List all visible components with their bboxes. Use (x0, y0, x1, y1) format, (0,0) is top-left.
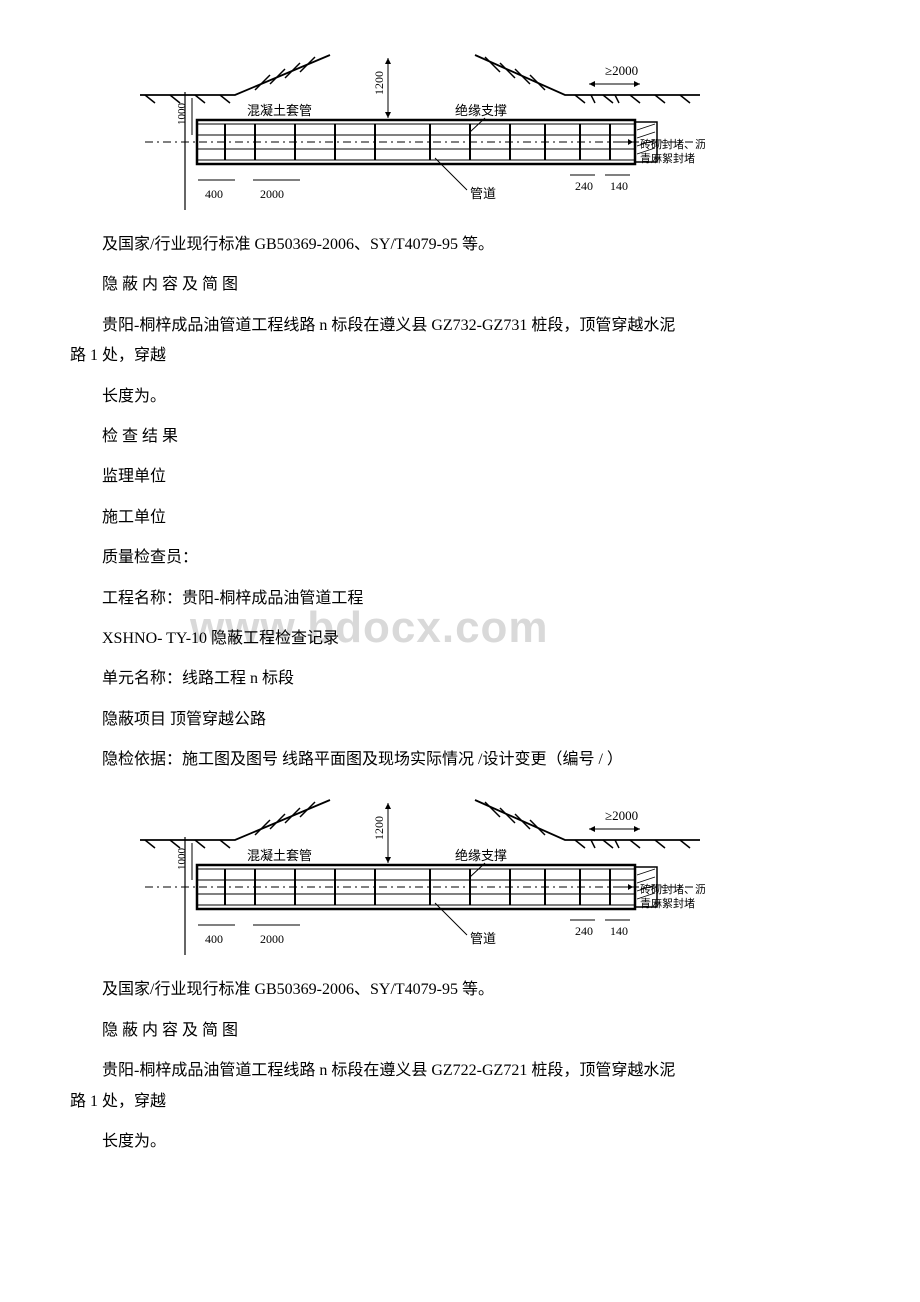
label-pipe: 管道 (470, 186, 496, 201)
dim-top-clear: ≥2000 (605, 63, 638, 78)
supervisor-unit-1: 监理单位 (70, 462, 850, 492)
svg-text:砖砌封堵、沥: 砖砌封堵、沥 (640, 882, 705, 896)
standards-note-1: 及国家/行业现行标准 GB50369-2006、SY/T4079-95 等。 (70, 230, 850, 260)
svg-text:240: 240 (575, 924, 593, 938)
dim-2000: 2000 (260, 187, 284, 201)
svg-text:管道: 管道 (470, 931, 496, 946)
hidden-item-1: 隐蔽项目 顶管穿越公路 (70, 705, 850, 735)
svg-text:混凝土套管: 混凝土套管 (247, 848, 312, 863)
dim-depth: 1200 (372, 71, 386, 95)
svg-text:2000: 2000 (260, 932, 284, 946)
svg-text:≥2000: ≥2000 (605, 808, 638, 823)
pipe-crossing-diagram-2: ≥2000 1200 1000 混凝土套管 绝缘支撑 砖砌封堵、沥 (135, 785, 705, 965)
project-name-1: 工程名称：贵阳-桐梓成品油管道工程 (70, 584, 850, 614)
location-line-1a: 贵阳-桐梓成品油管道工程线路 n 标段在遵义县 GZ732-GZ731 桩段，顶… (70, 311, 850, 341)
label-support: 绝缘支撑 (455, 103, 507, 118)
dim-left-h: 1000 (176, 103, 188, 126)
record-code-1: XSHNO- TY-10 隐蔽工程检查记录 (70, 624, 850, 654)
length-line-1: 长度为。 (70, 382, 850, 412)
svg-text:绝缘支撑: 绝缘支撑 (455, 848, 507, 863)
standards-note-2: 及国家/行业现行标准 GB50369-2006、SY/T4079-95 等。 (70, 975, 850, 1005)
unit-name-1: 单元名称：线路工程 n 标段 (70, 664, 850, 694)
svg-text:140: 140 (610, 924, 628, 938)
check-result-1: 检查结果 (70, 422, 850, 452)
length-line-2: 长度为。 (70, 1127, 850, 1157)
location-line-2b: 路 1 处，穿越 (70, 1087, 850, 1117)
construction-unit-1: 施工单位 (70, 503, 850, 533)
page-content: ≥2000 1200 1000 混 (70, 40, 850, 1157)
svg-text:400: 400 (205, 932, 223, 946)
dim-240: 240 (575, 179, 593, 193)
label-seal-2: 青麻絮封堵 (640, 151, 695, 165)
qc-inspector-1: 质量检查员： (70, 543, 850, 573)
svg-text:1200: 1200 (372, 816, 386, 840)
location-line-2a: 贵阳-桐梓成品油管道工程线路 n 标段在遵义县 GZ722-GZ721 桩段，顶… (70, 1056, 850, 1086)
pipe-crossing-diagram-1: ≥2000 1200 1000 混 (135, 40, 705, 220)
location-line-1b: 路 1 处，穿越 (70, 341, 850, 371)
hidden-content-heading-2: 隐蔽内容及简图 (70, 1016, 850, 1046)
label-seal-1: 砖砌封堵、沥 (640, 137, 705, 151)
svg-text:青麻絮封堵: 青麻絮封堵 (640, 896, 695, 910)
dim-140: 140 (610, 179, 628, 193)
dim-400: 400 (205, 187, 223, 201)
label-casing: 混凝土套管 (247, 103, 312, 118)
hidden-content-heading-1: 隐蔽内容及简图 (70, 270, 850, 300)
inspection-basis-1: 隐检依据：施工图及图号 线路平面图及现场实际情况 /设计变更（编号 / ） (70, 745, 850, 775)
svg-text:1000: 1000 (176, 848, 188, 871)
